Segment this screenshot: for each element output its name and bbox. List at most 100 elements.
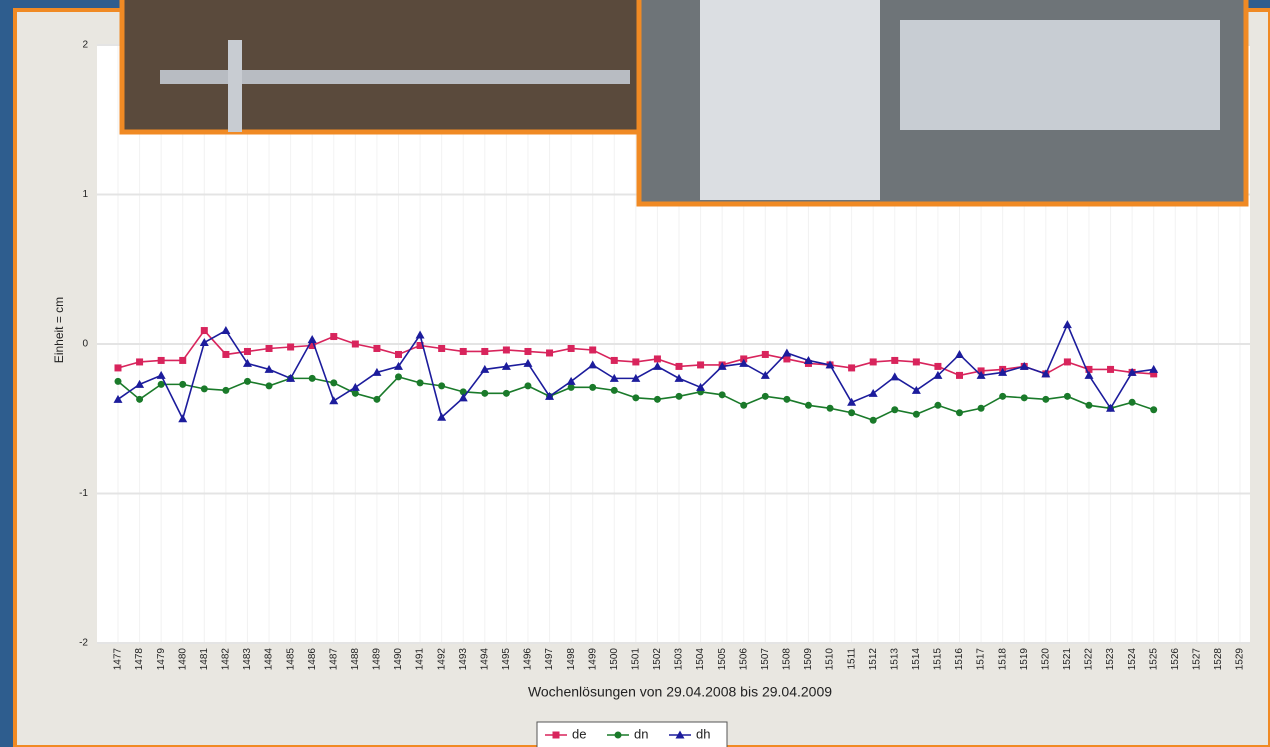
marker [438,344,446,352]
marker [933,370,943,379]
x-tick-label: 1501 [630,648,641,671]
marker [783,355,791,363]
marker [438,382,446,390]
marker [265,344,273,352]
x-tick-label: 1480 [177,648,188,671]
marker [804,401,812,409]
x-tick-label: 1521 [1062,648,1073,671]
x-tick-label: 1496 [523,648,534,671]
marker [782,348,792,357]
x-axis-label: Wochenlösungen von 29.04.2008 bis 29.04.… [528,684,832,700]
marker [179,356,187,364]
marker [136,395,144,403]
marker [156,370,166,379]
marker [1085,365,1093,373]
marker [308,374,316,382]
marker [567,383,575,391]
marker [437,412,447,421]
marker [287,343,295,351]
marker [998,367,1008,376]
marker [609,373,619,382]
marker [783,395,791,403]
marker [135,379,145,388]
marker [329,396,339,405]
marker [653,355,661,363]
y-tick-label: 0 [82,339,88,350]
x-tick-label: 1486 [307,648,318,671]
marker [416,341,424,349]
marker [307,335,317,344]
marker [739,358,749,367]
x-tick-label: 1512 [868,648,879,671]
marker [199,338,209,347]
marker [934,401,942,409]
x-tick-label: 1505 [717,648,728,671]
y-tick-label: 1 [82,189,88,200]
marker [286,373,296,382]
x-tick-label: 1502 [652,648,663,671]
marker [675,392,683,400]
x-tick-label: 1495 [501,648,512,671]
x-tick-label: 1517 [976,648,987,671]
marker [740,401,748,409]
marker [330,379,338,387]
x-tick-label: 1485 [285,648,296,671]
x-tick-label: 1490 [393,648,404,671]
marker [999,392,1007,400]
marker [1020,394,1028,402]
marker [373,395,381,403]
marker [891,356,899,364]
y-axis-label: Einheit = cm [52,297,66,363]
marker [588,360,598,369]
marker [481,389,489,397]
marker [372,367,382,376]
marker [934,362,942,370]
marker [523,358,533,367]
marker [1041,369,1051,378]
marker [1106,403,1116,412]
marker [848,364,856,372]
marker [977,404,985,412]
x-tick-label: 1500 [609,648,620,671]
marker [632,358,640,366]
marker [242,358,252,367]
marker [803,355,813,364]
x-tick-label: 1519 [1019,648,1030,671]
marker [243,347,251,355]
marker [631,373,641,382]
marker [546,349,554,357]
marker [674,373,684,382]
marker [697,361,705,369]
legend-label: dh [696,726,710,741]
marker [868,388,878,397]
marker [481,347,489,355]
x-tick-label: 1524 [1127,648,1138,671]
marker [589,383,597,391]
marker [566,376,576,385]
marker [1107,365,1115,373]
x-tick-label: 1523 [1105,648,1116,671]
marker [502,389,510,397]
marker [632,394,640,402]
x-tick-label: 1506 [738,648,749,671]
marker [265,382,273,390]
marker [458,393,468,402]
marker [911,385,921,394]
marker [912,358,920,366]
x-tick-label: 1489 [372,648,383,671]
marker [1128,398,1136,406]
marker [416,379,424,387]
x-tick-label: 1516 [954,648,965,671]
marker [113,394,123,403]
x-tick-label: 1528 [1213,648,1224,671]
marker [1062,320,1072,329]
legend-label: de [572,726,586,741]
marker [761,392,769,400]
marker [136,358,144,366]
marker [847,397,857,406]
marker [480,364,490,373]
legend-marker [552,731,560,739]
marker [1127,367,1137,376]
marker [351,340,359,348]
